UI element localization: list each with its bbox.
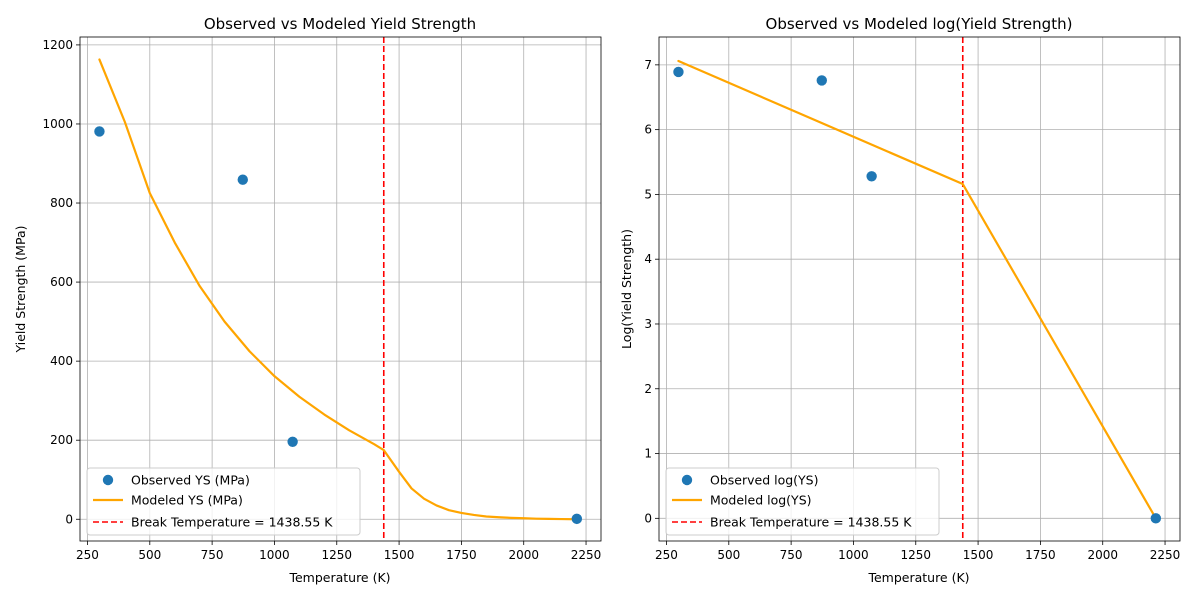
y-tick-label: 6 [644,123,652,137]
y-tick-label: 0 [65,512,73,526]
y-tick-label: 1 [644,447,652,461]
yield-strength-chart: Observed vs Modeled Yield Strength 250 50… [13,15,602,585]
y-axis-label: Yield Strength (MPa) [13,226,28,354]
observed-point [1150,513,1162,524]
observed-points [673,66,1162,524]
x-tick-label: 2250 [1150,548,1181,562]
grid [659,37,1180,541]
chart-title: Observed vs Modeled Yield Strength [204,15,476,33]
legend-box [665,467,940,536]
legend: Observed YS (MPa) Modeled YS (MPa) Break… [86,467,361,536]
x-tick-label: 1000 [259,548,290,562]
x-axis-ticks: 250 500 750 1000 1250 1500 1750 2000 2250 [655,541,1180,562]
modeled-curve [98,58,578,521]
legend-observed-label: Observed log(YS) [710,473,819,488]
observed-point [287,436,298,447]
legend-observed-marker [102,474,114,486]
y-tick-label: 3 [644,317,652,331]
y-tick-label: 1200 [42,38,73,52]
x-tick-label: 2000 [508,548,539,562]
x-axis-label: Temperature (K) [288,570,390,585]
legend: Observed log(YS) Modeled log(YS) Break T… [665,467,940,536]
y-tick-label: 400 [50,354,73,368]
observed-point [816,75,827,86]
observed-point [571,513,583,525]
x-tick-label: 500 [138,548,161,562]
y-tick-label: 7 [644,58,652,72]
observed-point [866,171,877,182]
x-tick-label: 1750 [446,548,477,562]
y-tick-label: 0 [644,511,652,525]
y-tick-label: 2 [644,382,652,396]
y-tick-label: 5 [644,187,652,201]
y-axis-ticks: 0 1 2 3 4 5 6 7 [644,58,659,525]
x-tick-label: 1750 [1025,548,1056,562]
y-tick-label: 200 [50,433,73,447]
x-tick-label: 2250 [571,548,602,562]
x-axis-label: Temperature (K) [867,570,969,585]
grid [80,37,601,541]
observed-point [237,174,248,185]
chart-title: Observed vs Modeled log(Yield Strength) [766,15,1073,33]
y-tick-label: 600 [50,275,73,289]
y-tick-label: 4 [644,252,652,266]
x-tick-label: 1500 [963,548,994,562]
plot-frame [658,36,1181,542]
legend-model-label: Modeled log(YS) [710,493,812,508]
x-tick-label: 1500 [384,548,415,562]
observed-points [94,126,583,525]
x-tick-label: 1000 [838,548,869,562]
x-tick-label: 750 [780,548,803,562]
legend-break-label: Break Temperature = 1438.55 K [710,515,912,530]
y-tick-label: 800 [50,196,73,210]
legend-observed-label: Observed YS (MPa) [131,473,250,488]
y-axis-label: Log(Yield Strength) [619,229,634,349]
legend-box [86,467,361,536]
observed-point [94,126,105,137]
modeled-curve-line [98,58,578,521]
x-tick-label: 1250 [321,548,352,562]
y-axis-ticks: 0 200 400 600 800 1000 1200 [42,38,80,526]
legend-model-label: Modeled YS (MPa) [131,493,243,508]
x-tick-label: 250 [655,548,678,562]
modeled-curve [677,59,1157,520]
observed-point [673,66,684,78]
log-yield-strength-chart: Observed vs Modeled log(Yield Strength) … [619,15,1181,585]
plot-frame [79,36,602,542]
y-tick-label: 1000 [42,117,73,131]
x-axis-ticks: 250 500 750 1000 1250 1500 1750 2000 2250 [76,541,601,562]
x-tick-label: 500 [717,548,740,562]
legend-observed-marker [681,474,693,486]
x-tick-label: 250 [76,548,99,562]
x-tick-label: 1250 [900,548,931,562]
legend-break-label: Break Temperature = 1438.55 K [131,515,333,530]
x-tick-label: 2000 [1087,548,1118,562]
modeled-curve-line [677,59,1157,520]
x-tick-label: 750 [201,548,224,562]
